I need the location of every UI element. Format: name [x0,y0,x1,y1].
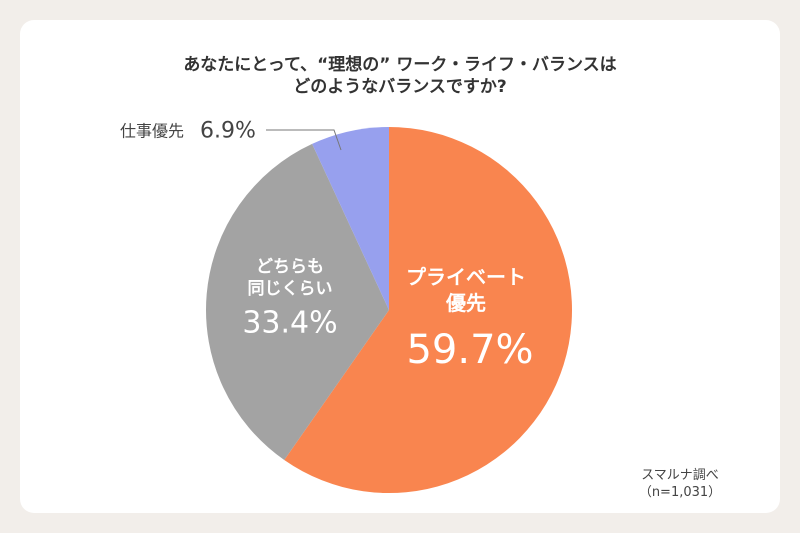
pie-slice [206,143,389,461]
slice-label: どちらも 同じくらい [247,256,333,299]
slice-label: 仕事優先 [119,121,185,141]
pie-slice [284,127,572,493]
slice-label: プライベート 優先 [406,265,526,315]
source-note: スマルナ調べ（n=1,031） [638,468,722,500]
slice-value: 6.9% [200,118,256,144]
slice-value: 59.7% [406,327,534,373]
slice-value: 33.4% [242,305,338,341]
chart-title: あなたにとって、“理想の” ワーク・ライフ・バランスは どのようなバランスですか… [183,54,617,97]
pie-slice [312,127,389,310]
leader-line [266,129,342,151]
